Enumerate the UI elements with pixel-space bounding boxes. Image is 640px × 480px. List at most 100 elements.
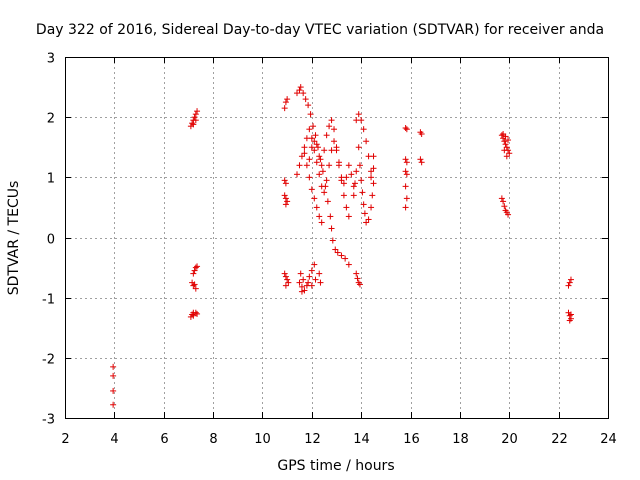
data-point: [369, 192, 376, 199]
data-point: [350, 183, 357, 190]
data-point: [303, 162, 310, 169]
data-point: [311, 138, 318, 145]
data-point: [498, 132, 505, 139]
y-tick-label: -1: [42, 293, 55, 308]
grid-lines: [65, 57, 608, 418]
y-tick-label: -2: [42, 353, 55, 368]
data-point: [402, 124, 409, 131]
data-point: [332, 246, 339, 253]
x-tick-label: 18: [452, 432, 469, 447]
data-point: [191, 114, 198, 121]
data-point: [311, 195, 318, 202]
data-point: [370, 165, 377, 172]
data-point: [317, 279, 324, 286]
data-point: [340, 192, 347, 199]
data-point: [331, 138, 338, 145]
data-point: [308, 282, 315, 289]
data-point: [501, 203, 508, 210]
data-point: [305, 102, 312, 109]
data-point: [297, 84, 304, 91]
y-tick-labels: -3 -2 -1 0 1 2 3: [42, 52, 55, 428]
data-point: [302, 96, 309, 103]
data-point: [567, 276, 574, 283]
data-point: [110, 363, 117, 370]
data-point: [403, 126, 410, 133]
data-point: [306, 126, 313, 133]
data-point: [417, 156, 424, 163]
data-point: [312, 276, 319, 283]
y-tick-label: 3: [47, 52, 55, 67]
data-point: [307, 111, 314, 118]
data-point: [502, 141, 509, 148]
data-point: [191, 281, 198, 288]
data-point: [194, 263, 201, 270]
data-point: [326, 123, 333, 130]
data-point: [348, 171, 355, 178]
data-point: [361, 210, 368, 217]
data-point: [353, 168, 360, 175]
x-tick-label: 2: [61, 432, 69, 447]
data-point: [360, 126, 367, 133]
data-point: [335, 159, 342, 166]
x-tick-label: 20: [501, 432, 518, 447]
data-point: [368, 204, 375, 211]
data-point: [313, 141, 320, 148]
data-point: [317, 156, 324, 163]
data-point: [189, 120, 196, 127]
data-point: [318, 219, 325, 226]
data-point: [190, 312, 197, 319]
data-point: [282, 282, 289, 289]
data-point: [403, 159, 410, 166]
x-tick-label: 10: [254, 432, 271, 447]
data-point: [402, 183, 409, 190]
data-point: [318, 162, 325, 169]
y-tick-label: 0: [47, 233, 55, 248]
data-point: [298, 288, 305, 295]
data-point: [355, 111, 362, 118]
data-point: [500, 198, 507, 205]
data-point: [194, 310, 201, 317]
data-point: [418, 159, 425, 166]
data-point: [358, 117, 365, 124]
data-point: [192, 117, 199, 124]
data-point: [310, 123, 317, 130]
x-tick-label: 14: [353, 432, 370, 447]
data-point: [342, 255, 349, 262]
data-point: [281, 270, 288, 277]
data-point: [321, 189, 328, 196]
data-point: [296, 162, 303, 169]
data-point: [284, 96, 291, 103]
data-point: [110, 387, 117, 394]
plot-frame: [65, 57, 609, 419]
data-point: [296, 87, 303, 94]
x-tick-label: 4: [110, 432, 118, 447]
y-tick-label: 2: [47, 112, 55, 127]
x-tick-label: 8: [209, 432, 217, 447]
data-point: [321, 147, 328, 154]
data-point: [282, 195, 289, 202]
data-point: [333, 144, 340, 151]
data-point: [324, 198, 331, 205]
data-point: [190, 121, 197, 128]
data-point: [316, 171, 323, 178]
data-point: [282, 180, 289, 187]
data-point: [313, 159, 320, 166]
data-point: [566, 279, 573, 286]
data-point: [281, 177, 288, 184]
data-point: [354, 275, 361, 282]
data-point: [285, 279, 292, 286]
data-point: [370, 180, 377, 187]
data-point: [190, 282, 197, 289]
x-tick-label: 6: [160, 432, 168, 447]
data-point: [110, 372, 117, 379]
data-point: [306, 174, 313, 181]
data-point: [343, 174, 350, 181]
data-point: [345, 213, 352, 220]
data-point: [297, 270, 304, 277]
data-point: [296, 279, 303, 286]
data-point: [505, 137, 512, 144]
data-point: [363, 138, 370, 145]
x-tick-label: 22: [551, 432, 568, 447]
data-point: [282, 99, 289, 106]
data-point: [294, 90, 301, 97]
